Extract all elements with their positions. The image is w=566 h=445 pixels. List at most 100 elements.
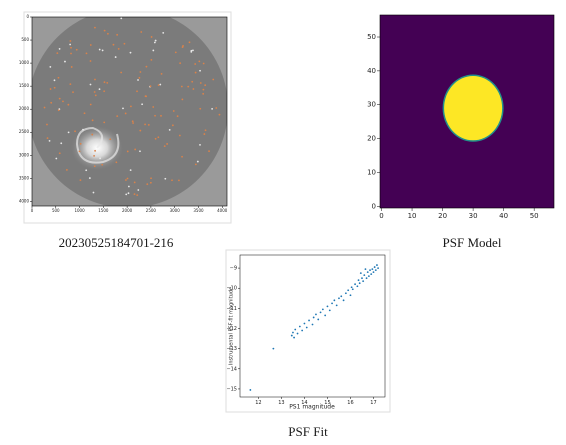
caption: PSF Fit — [288, 424, 328, 439]
source — [82, 129, 84, 131]
point — [377, 267, 379, 269]
point — [331, 302, 333, 304]
source — [101, 164, 103, 166]
source — [67, 104, 69, 106]
source — [202, 93, 204, 95]
source — [203, 63, 205, 65]
source — [179, 135, 181, 137]
source — [211, 108, 213, 110]
source — [84, 112, 86, 114]
source — [80, 143, 82, 145]
y-tick-label: 40 — [367, 67, 376, 75]
source — [92, 119, 94, 121]
source — [95, 94, 97, 96]
source — [152, 50, 154, 52]
source — [154, 115, 156, 117]
source — [94, 150, 96, 152]
source — [148, 124, 150, 126]
psf-disk — [444, 76, 502, 140]
source — [177, 115, 179, 117]
source — [141, 103, 143, 105]
source — [104, 30, 106, 32]
source — [79, 150, 81, 152]
y-tick-label: 50 — [367, 33, 376, 41]
point — [363, 274, 365, 276]
source — [130, 52, 132, 54]
source — [181, 86, 183, 88]
source — [192, 50, 194, 52]
source — [178, 179, 180, 181]
y-tick-label: −15 — [226, 386, 237, 392]
source — [91, 134, 93, 136]
source — [155, 40, 157, 42]
point — [329, 309, 331, 311]
point — [299, 326, 301, 328]
source — [69, 40, 71, 42]
source — [122, 107, 124, 109]
source — [55, 158, 57, 160]
point — [371, 268, 373, 270]
point — [292, 332, 294, 334]
source — [150, 182, 152, 184]
y-tick-label: −13 — [226, 346, 237, 352]
source — [94, 79, 96, 81]
y-tick-label: 2000 — [19, 106, 30, 111]
source — [173, 110, 175, 112]
source — [208, 150, 210, 152]
y-tick-label: 20 — [367, 135, 376, 143]
source — [90, 145, 92, 147]
point — [306, 327, 308, 329]
source — [150, 59, 152, 61]
x-tick-label: 14 — [301, 400, 307, 406]
y-tick-label: −9 — [230, 266, 237, 272]
y-tick-label: 2500 — [19, 129, 30, 134]
point — [301, 330, 303, 332]
source — [60, 142, 62, 144]
point — [322, 308, 324, 310]
point — [373, 271, 375, 273]
source — [58, 77, 60, 79]
source — [58, 109, 60, 111]
source — [172, 124, 174, 126]
source — [137, 189, 139, 191]
y-tick-label: 4000 — [19, 198, 30, 203]
y-tick-label: −10 — [226, 286, 237, 292]
source — [155, 138, 157, 140]
point — [304, 323, 306, 325]
x-tick-label: 40 — [499, 212, 508, 220]
source — [90, 84, 92, 86]
source — [204, 84, 206, 86]
y-tick-label: −11 — [226, 306, 237, 312]
point — [350, 294, 352, 296]
source — [120, 17, 122, 19]
source — [46, 124, 48, 126]
source — [175, 52, 177, 54]
source — [94, 91, 96, 93]
source — [107, 33, 109, 35]
x-tick-label: 4000 — [217, 208, 228, 213]
y-tick-label: 30 — [367, 101, 376, 109]
source — [50, 102, 52, 104]
figure-frame — [226, 250, 390, 412]
source — [127, 178, 129, 180]
source — [215, 107, 217, 109]
x-tick-label: 3500 — [193, 208, 204, 213]
source — [154, 42, 156, 44]
point — [338, 297, 340, 299]
source — [189, 41, 191, 43]
source — [109, 138, 111, 140]
source — [195, 72, 197, 74]
point — [272, 348, 274, 350]
point — [336, 304, 338, 306]
point — [376, 264, 378, 266]
y-tick-label: 10 — [367, 168, 376, 176]
source — [99, 49, 101, 51]
source — [104, 81, 106, 83]
point — [291, 335, 293, 337]
source — [71, 66, 73, 68]
source — [59, 98, 61, 100]
point — [293, 337, 295, 339]
x-tick-label: 20 — [438, 212, 447, 220]
source — [197, 161, 199, 163]
source — [203, 89, 205, 91]
